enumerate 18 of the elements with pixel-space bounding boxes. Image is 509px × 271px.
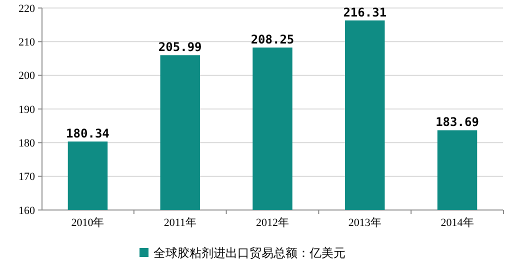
legend-label: 全球胶粘剂进出口贸易总额：亿美元	[154, 246, 346, 260]
data-label: 205.99	[158, 40, 202, 54]
x-tick-label: 2012年	[256, 217, 289, 229]
data-label: 180.34	[66, 126, 110, 141]
y-tick-label: 170	[18, 171, 36, 184]
y-tick-label: 180	[18, 138, 36, 150]
x-tick-label: 2010年	[71, 217, 104, 229]
x-tick-label: 2014年	[440, 217, 474, 229]
y-tick-label: 160	[18, 204, 36, 217]
y-tick-label: 210	[18, 36, 36, 49]
x-tick-label: 2011年	[164, 217, 196, 229]
data-label: 216.31	[343, 5, 387, 20]
data-label: 183.69	[436, 115, 479, 130]
y-tick-label: 190	[18, 104, 36, 116]
y-tick-label: 220	[18, 2, 36, 15]
x-tick-label: 2013年	[348, 217, 382, 229]
y-tick-label: 200	[18, 70, 36, 82]
data-label: 208.25	[250, 32, 294, 47]
